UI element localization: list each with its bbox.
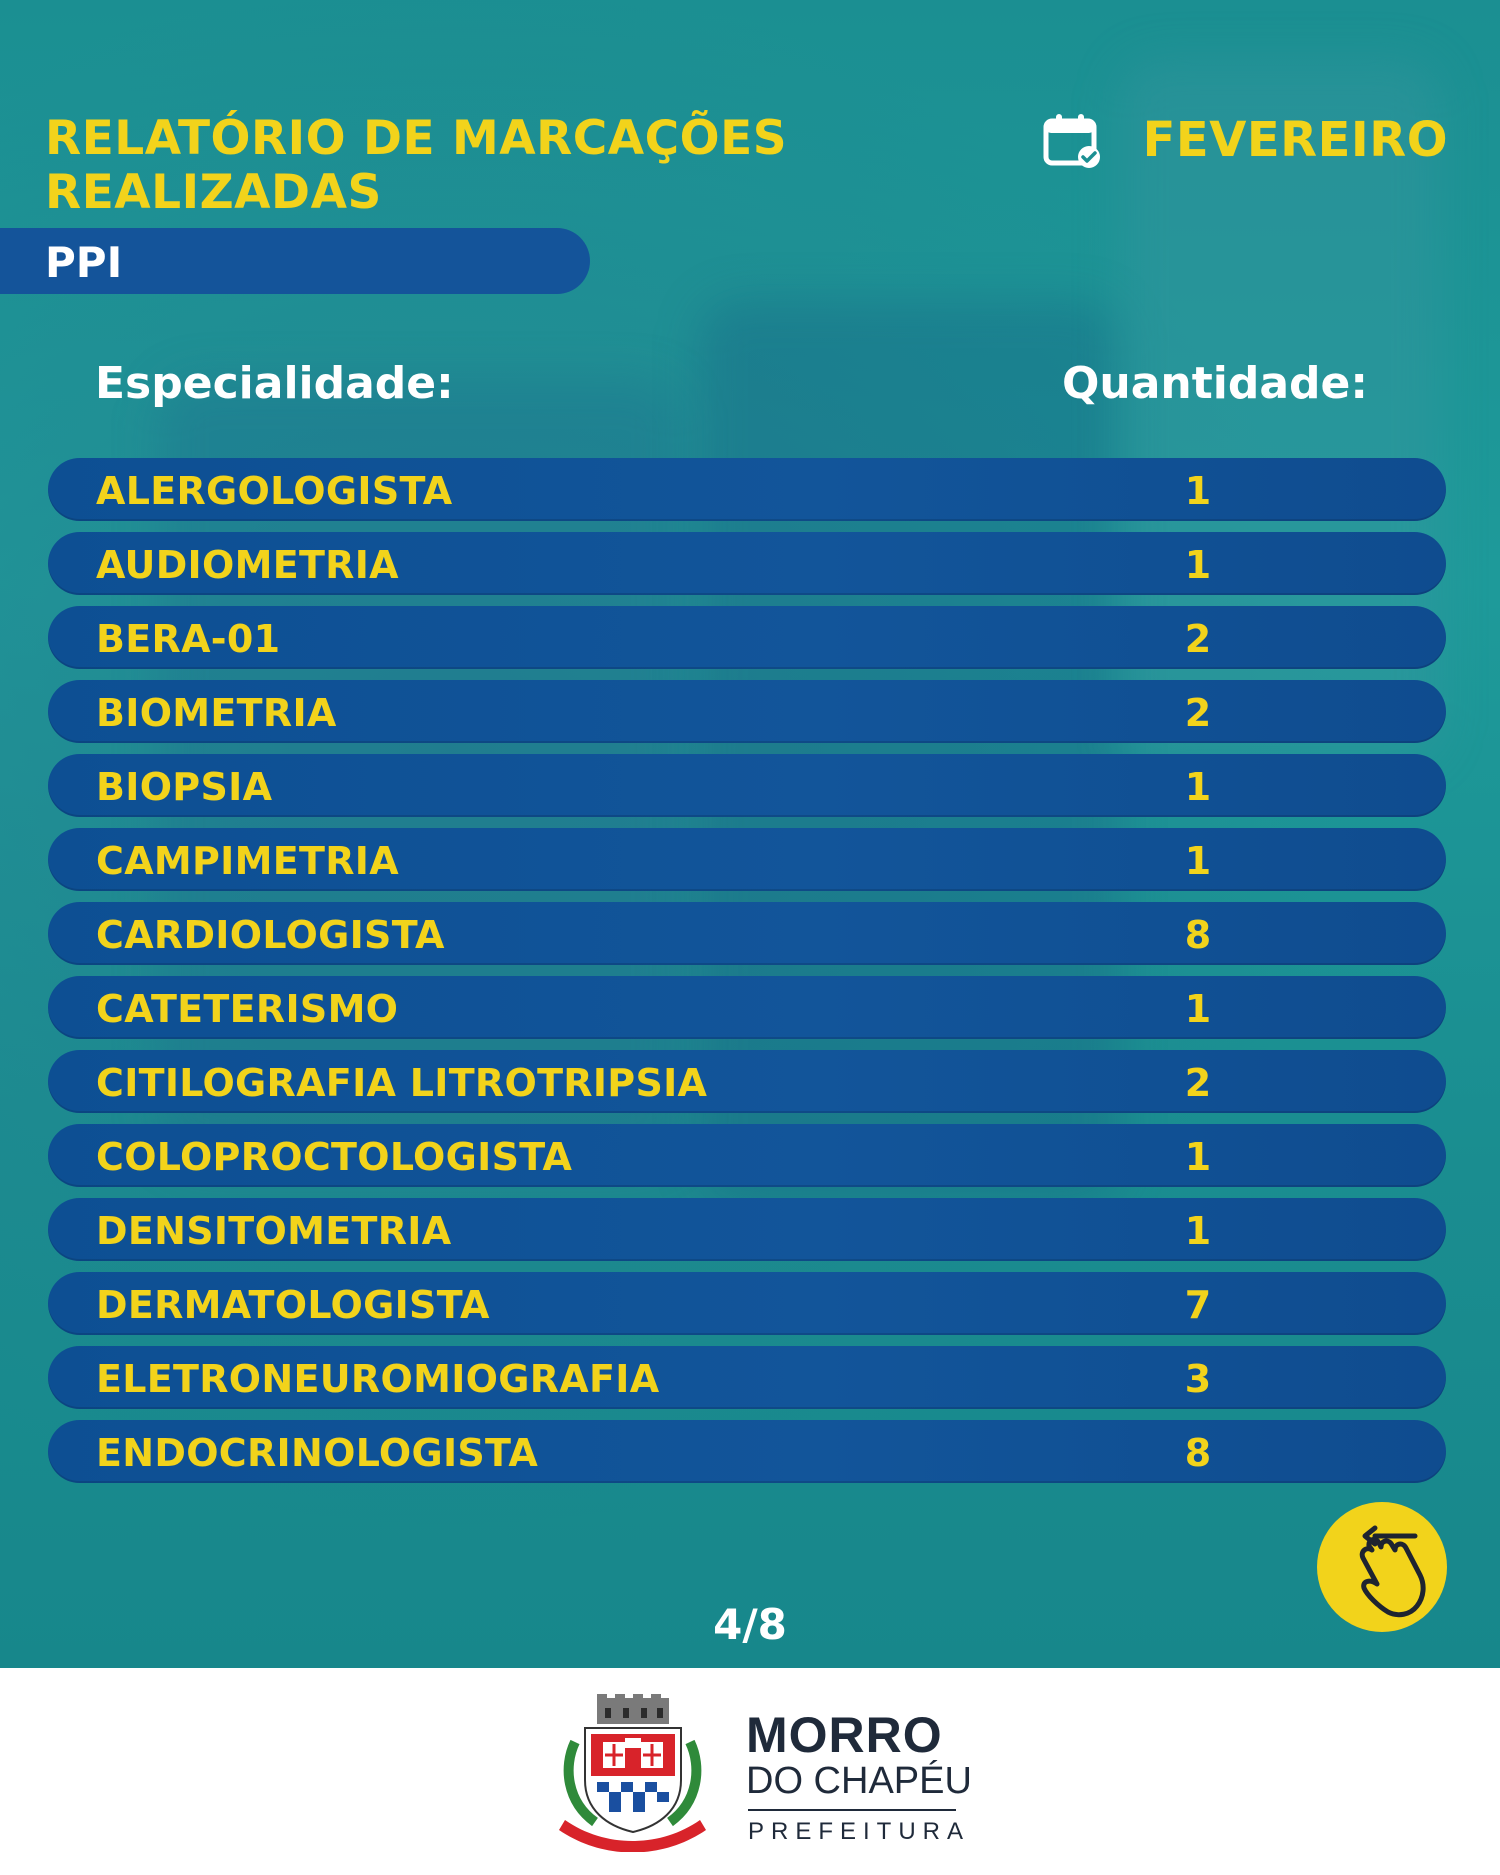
specialty-quantity: 1 <box>1184 1209 1212 1253</box>
specialty-name: CITILOGRAFIA LITROTRIPSIA <box>96 1061 708 1105</box>
specialty-column-header: Especialidade: <box>95 358 454 409</box>
specialty-name: ELETRONEUROMIOGRAFIA <box>96 1357 660 1401</box>
specialty-name: DENSITOMETRIA <box>96 1209 452 1253</box>
table-row: DERMATOLOGISTA 7 <box>48 1272 1446 1335</box>
specialty-name: CARDIOLOGISTA <box>96 913 445 957</box>
table-row: BERA-01 2 <box>48 606 1446 669</box>
specialty-name: ENDOCRINOLOGISTA <box>96 1431 539 1475</box>
table-row: AUDIOMETRIA 1 <box>48 532 1446 595</box>
table-row: DENSITOMETRIA 1 <box>48 1198 1446 1261</box>
specialty-quantity: 7 <box>1184 1283 1212 1327</box>
specialty-quantity: 1 <box>1184 839 1212 883</box>
table-row: BIOPSIA 1 <box>48 754 1446 817</box>
specialty-name: BIOMETRIA <box>96 691 337 735</box>
month-label: FEVEREIRO <box>1142 112 1448 168</box>
specialty-name: CAMPIMETRIA <box>96 839 399 883</box>
brand-name-line1: MORRO <box>746 1707 943 1763</box>
specialty-name: ALERGOLOGISTA <box>96 469 453 513</box>
brand-subtitle: PREFEITURA <box>748 1818 971 1845</box>
specialty-quantity: 8 <box>1184 913 1212 957</box>
report-title-line2: REALIZADAS <box>45 165 382 220</box>
table-row: CATETERISMO 1 <box>48 976 1446 1039</box>
specialty-quantity: 1 <box>1184 543 1212 587</box>
month-indicator: FEVEREIRO <box>1043 112 1448 168</box>
specialty-name: CATETERISMO <box>96 987 399 1031</box>
swipe-next-button[interactable] <box>1317 1502 1447 1632</box>
specialty-quantity: 1 <box>1184 765 1212 809</box>
specialty-quantity: 3 <box>1184 1357 1212 1401</box>
footer: MORRO DO CHAPÉU PREFEITURA <box>0 1668 1500 1875</box>
specialty-quantity: 1 <box>1184 1135 1212 1179</box>
specialty-name: AUDIOMETRIA <box>96 543 399 587</box>
report-title: RELATÓRIO DE MARCAÇÕES REALIZADAS <box>45 112 787 220</box>
specialty-table: ALERGOLOGISTA 1 AUDIOMETRIA 1 BERA-01 2 BIO… <box>48 458 1446 1494</box>
quantity-column-header: Quantidade: <box>1062 358 1368 409</box>
ppi-tag-label: PPI <box>45 238 123 287</box>
brand-divider <box>748 1809 956 1811</box>
table-row: ALERGOLOGISTA 1 <box>48 458 1446 521</box>
specialty-name: BIOPSIA <box>96 765 273 809</box>
ppi-tag: PPI <box>0 228 590 294</box>
table-row: ELETRONEUROMIOGRAFIA 3 <box>48 1346 1446 1409</box>
table-row: CARDIOLOGISTA 8 <box>48 902 1446 965</box>
table-row: CITILOGRAFIA LITROTRIPSIA 2 <box>48 1050 1446 1113</box>
specialty-quantity: 1 <box>1184 987 1212 1031</box>
calendar-check-icon <box>1043 114 1100 168</box>
page-indicator: 4/8 <box>713 1600 787 1649</box>
specialty-name: DERMATOLOGISTA <box>96 1283 490 1327</box>
specialty-name: BERA-01 <box>96 617 281 661</box>
report-panel: RELATÓRIO DE MARCAÇÕES REALIZADAS FEVERE… <box>0 0 1500 1668</box>
report-title-line1: RELATÓRIO DE MARCAÇÕES <box>45 111 788 166</box>
table-row: COLOPROCTOLOGISTA 1 <box>48 1124 1446 1187</box>
specialty-quantity: 2 <box>1184 1061 1212 1105</box>
municipal-crest-icon <box>559 1694 706 1852</box>
specialty-quantity: 2 <box>1184 617 1212 661</box>
specialty-quantity: 8 <box>1184 1431 1212 1475</box>
table-row: ENDOCRINOLOGISTA 8 <box>48 1420 1446 1483</box>
table-row: CAMPIMETRIA 1 <box>48 828 1446 891</box>
swipe-hand-icon <box>1359 1525 1426 1618</box>
table-row: BIOMETRIA 2 <box>48 680 1446 743</box>
brand-name-line2: DO CHAPÉU <box>746 1760 972 1802</box>
specialty-name: COLOPROCTOLOGISTA <box>96 1135 573 1179</box>
specialty-quantity: 1 <box>1184 469 1212 513</box>
specialty-quantity: 2 <box>1184 691 1212 735</box>
